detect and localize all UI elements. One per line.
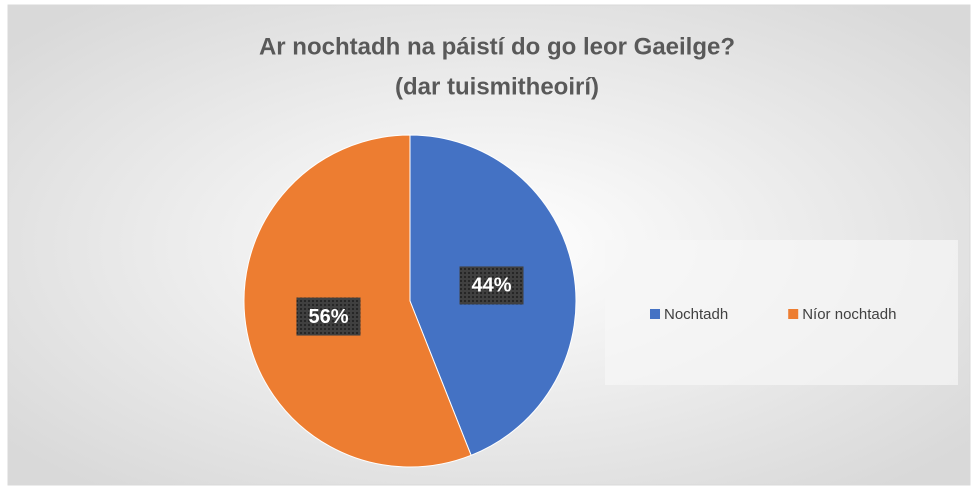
data-label: 44% [472, 275, 512, 297]
data-label-box [459, 266, 524, 305]
legend-label: Nochtadh [664, 306, 728, 323]
legend-label: Níor nochtadh [802, 306, 896, 323]
data-label-box [296, 297, 361, 336]
legend-box [605, 240, 958, 385]
chart-title: Ar nochtadh na páistí do go leor Gaeilge… [259, 33, 735, 60]
legend-swatch [650, 309, 660, 319]
chart-subtitle: (dar tuismitheoirí) [395, 73, 599, 100]
data-label: 56% [308, 306, 348, 328]
legend-swatch [788, 309, 799, 319]
